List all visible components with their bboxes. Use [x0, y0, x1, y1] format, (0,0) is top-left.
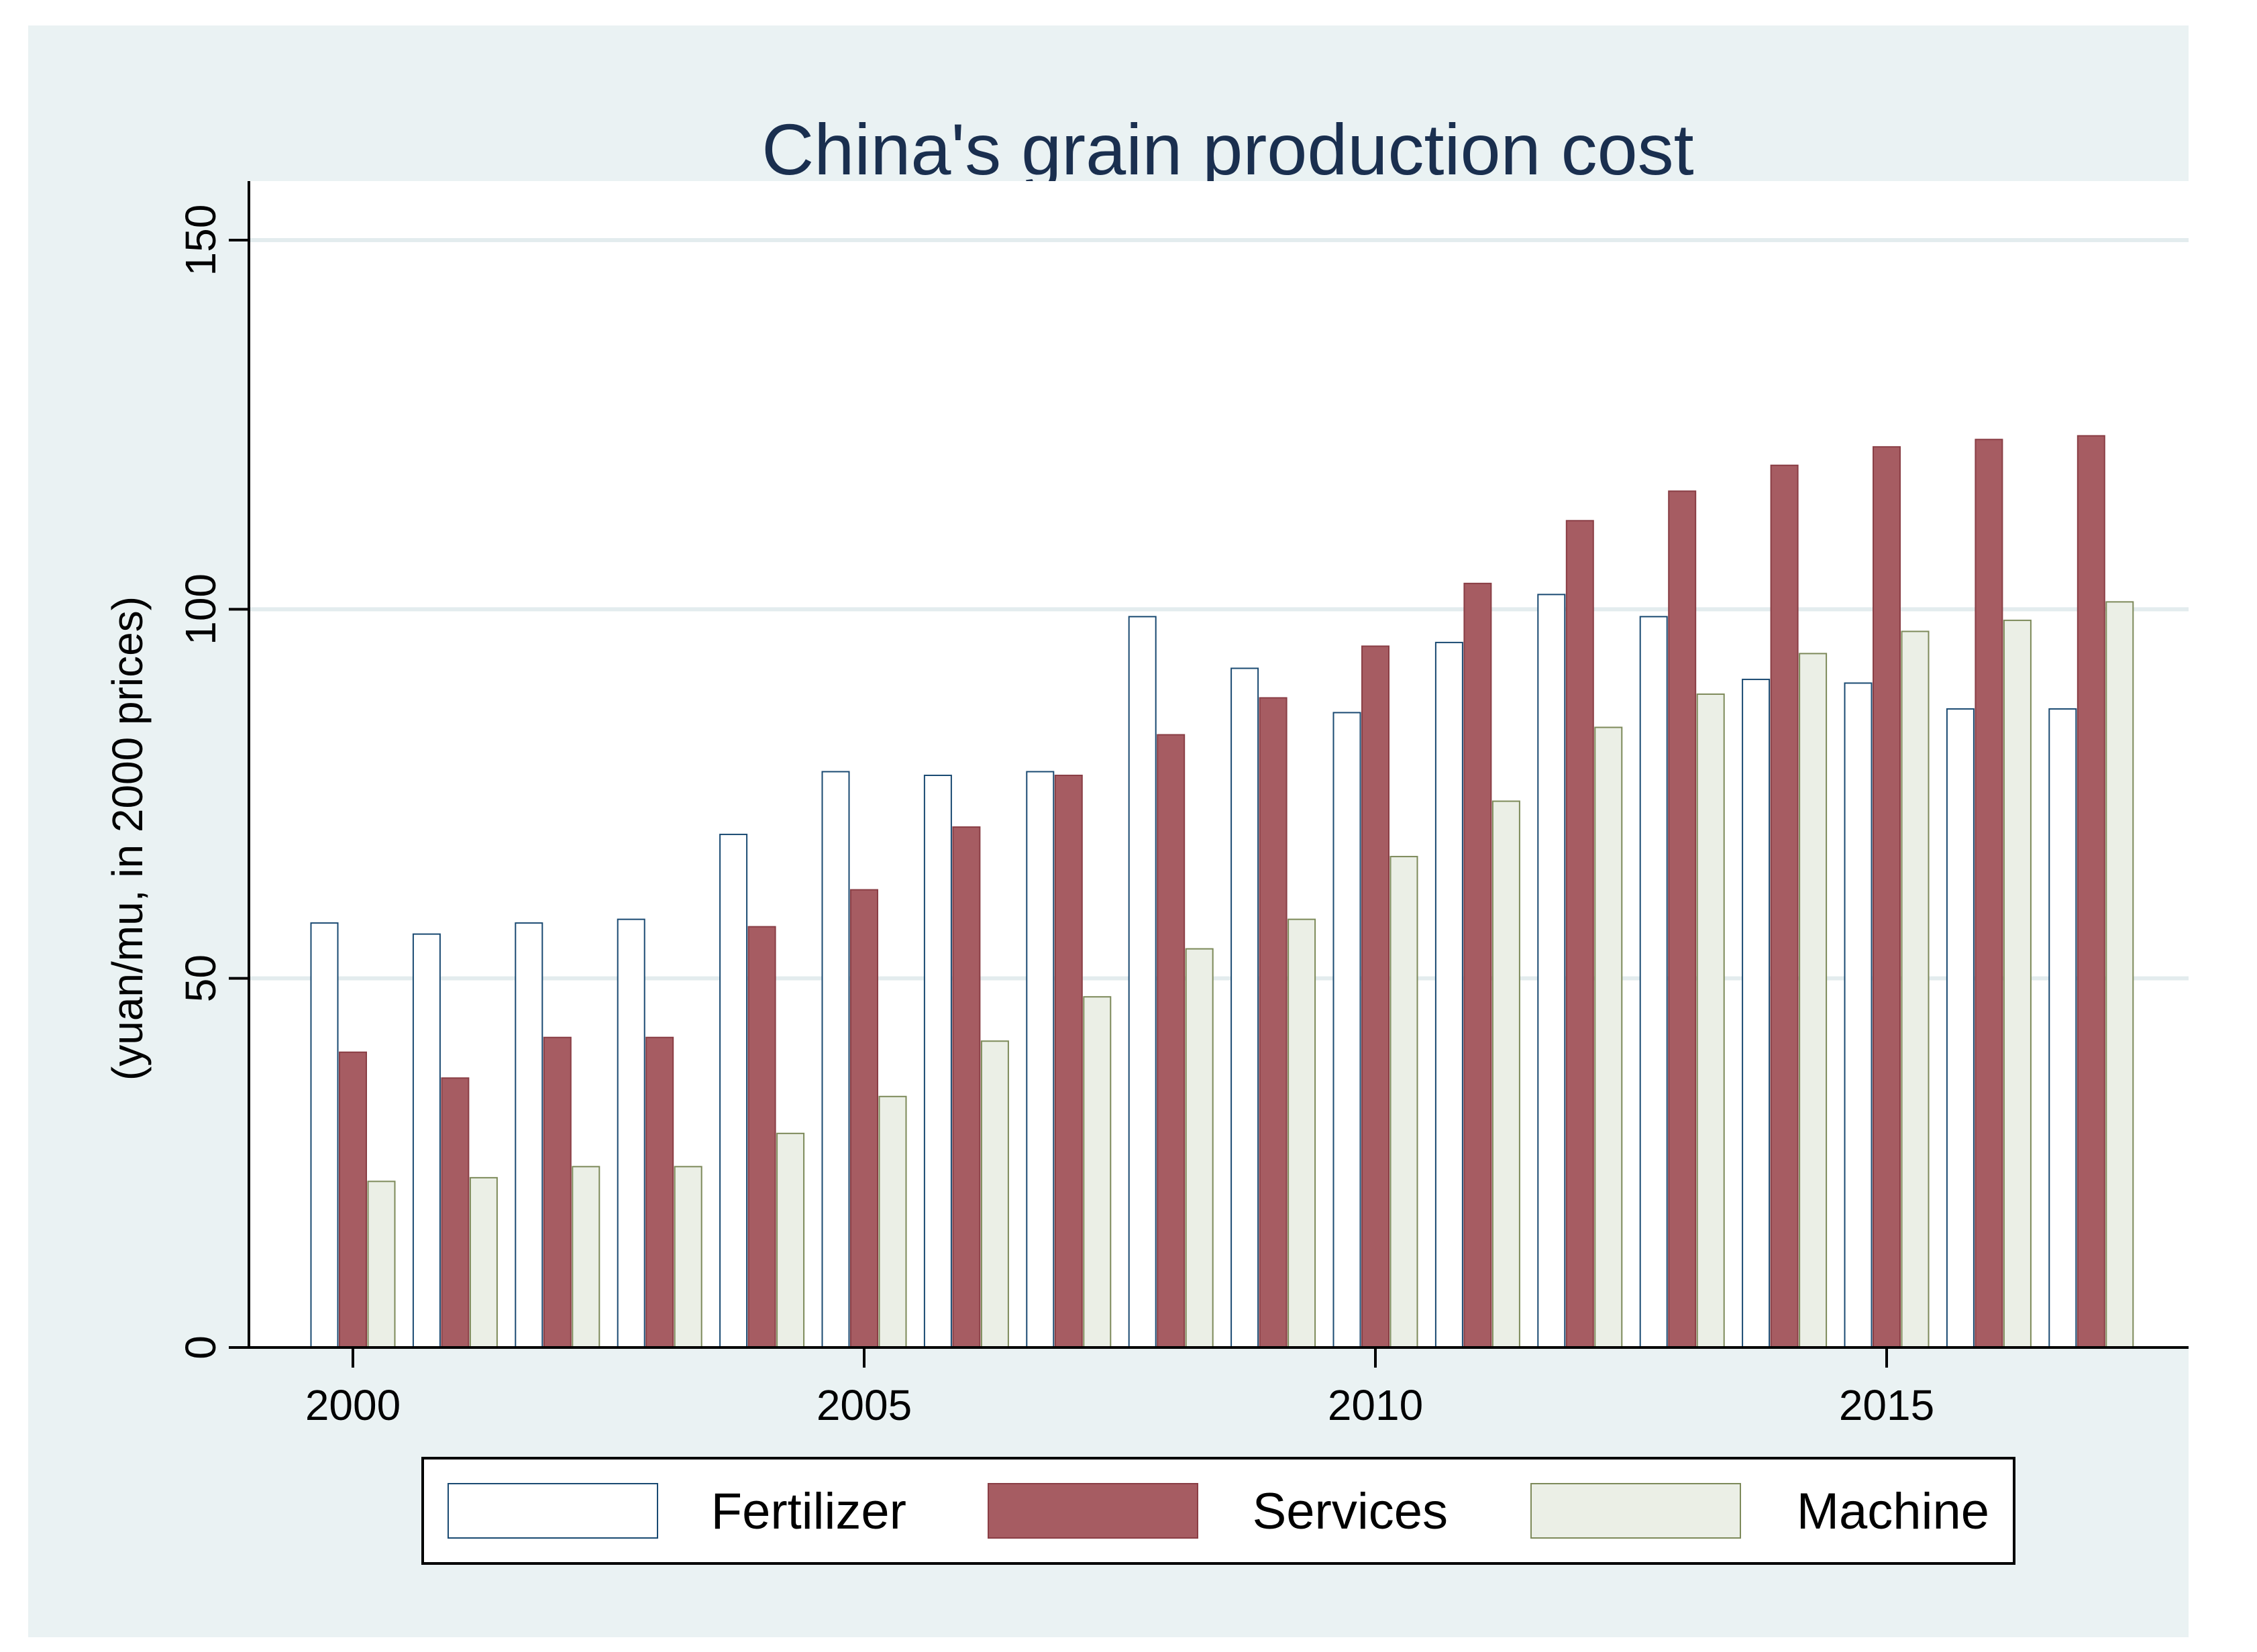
bar-services-2005: [850, 889, 878, 1348]
bar-fertilizer-2012: [1537, 594, 1566, 1349]
bar-machine-2013: [1696, 693, 1725, 1348]
bar-services-2004: [747, 926, 776, 1349]
chart-title: China's grain production cost: [762, 109, 1693, 190]
bar-services-2016: [1975, 439, 2003, 1348]
bar-services-2000: [339, 1051, 367, 1348]
x-tick-label-2005: 2005: [817, 1381, 912, 1429]
y-tick-label-100: 100: [176, 573, 225, 645]
bar-fertilizer-2003: [617, 918, 645, 1348]
bar-fertilizer-2011: [1434, 641, 1463, 1348]
bar-fertilizer-2016: [1946, 708, 1975, 1348]
chart: China's grain production cost 050100150 …: [103, 109, 2189, 1565]
bar-fertilizer-2017: [2048, 708, 2077, 1348]
legend-swatch-fertilizer: [448, 1483, 658, 1539]
bar-machine-2009: [1288, 918, 1316, 1348]
bar-services-2001: [441, 1077, 470, 1349]
x-tick-label-2000: 2000: [305, 1381, 401, 1429]
bar-fertilizer-2014: [1742, 678, 1771, 1348]
bar-machine-2001: [469, 1176, 498, 1348]
bar-machine-2008: [1185, 948, 1214, 1348]
bar-machine-2010: [1389, 856, 1418, 1348]
bar-fertilizer-2007: [1026, 771, 1055, 1348]
bar-services-2015: [1873, 446, 1901, 1348]
bar-services-2010: [1361, 645, 1389, 1349]
bar-fertilizer-2008: [1128, 616, 1157, 1348]
y-tick-label-150: 150: [176, 205, 225, 276]
y-axis-ticks: 0 50 100 150: [176, 205, 249, 1360]
bar-fertilizer-2005: [821, 771, 850, 1348]
bar-services-2011: [1463, 582, 1492, 1348]
bar-services-2009: [1259, 697, 1288, 1348]
bar-machine-2017: [2105, 601, 2134, 1349]
legend-swatch-machine: [1530, 1483, 1741, 1539]
bar-machine-2014: [1799, 653, 1828, 1349]
bar-fertilizer-2001: [412, 933, 441, 1349]
bar-fertilizer-2015: [1844, 682, 1873, 1348]
bar-machine-2003: [674, 1166, 702, 1349]
bar-fertilizer-2006: [923, 775, 952, 1348]
legend-box: [421, 1457, 2015, 1565]
y-tick-label-50: 50: [176, 954, 225, 1002]
bar-machine-2015: [1901, 630, 1930, 1348]
bar-fertilizer-2009: [1230, 667, 1259, 1348]
bar-services-2008: [1157, 734, 1186, 1349]
legend-label-machine: Machine: [1797, 1483, 1989, 1540]
bar-fertilizer-2002: [515, 922, 543, 1349]
bar-machine-2000: [367, 1180, 396, 1348]
bar-services-2002: [543, 1036, 572, 1348]
bar-machine-2004: [776, 1132, 805, 1348]
bar-services-2012: [1565, 520, 1594, 1348]
bar-machine-2006: [980, 1040, 1009, 1348]
bar-services-2013: [1668, 490, 1697, 1348]
bar-services-2006: [952, 826, 981, 1349]
legend-label-services: Services: [1253, 1483, 1448, 1540]
bar-services-2007: [1054, 775, 1083, 1348]
bar-machine-2007: [1083, 996, 1112, 1348]
bar-fertilizer-2004: [719, 834, 748, 1349]
bar-fertilizer-2010: [1332, 712, 1361, 1348]
legend-swatch-services: [988, 1483, 1198, 1539]
x-tick-label-2015: 2015: [1839, 1381, 1934, 1429]
bar-machine-2012: [1594, 726, 1623, 1348]
legend: Fertilizer Services Machine: [421, 1457, 2015, 1565]
bar-machine-2011: [1491, 800, 1520, 1348]
bar-services-2017: [2077, 435, 2105, 1348]
bar-machine-2016: [2003, 619, 2032, 1348]
bar-fertilizer-2013: [1639, 616, 1668, 1348]
x-axis-ticks: 2000 2005 2010 2015: [305, 1347, 1934, 1429]
bar-machine-2005: [878, 1095, 907, 1348]
x-tick-label-2010: 2010: [1328, 1381, 1423, 1429]
chart-frame: China's grain production cost 0 50 100 150 …: [28, 25, 2189, 1637]
bar-fertilizer-2000: [310, 922, 339, 1349]
bar-machine-2002: [572, 1166, 600, 1349]
y-tick-label-0: 0: [176, 1335, 225, 1360]
bar-services-2014: [1770, 464, 1799, 1348]
bars: [310, 435, 2134, 1349]
bar-services-2003: [645, 1036, 674, 1348]
y-axis-label: (yuan/mu, in 2000 prices): [103, 596, 152, 1081]
legend-label-fertilizer: Fertilizer: [711, 1483, 906, 1540]
